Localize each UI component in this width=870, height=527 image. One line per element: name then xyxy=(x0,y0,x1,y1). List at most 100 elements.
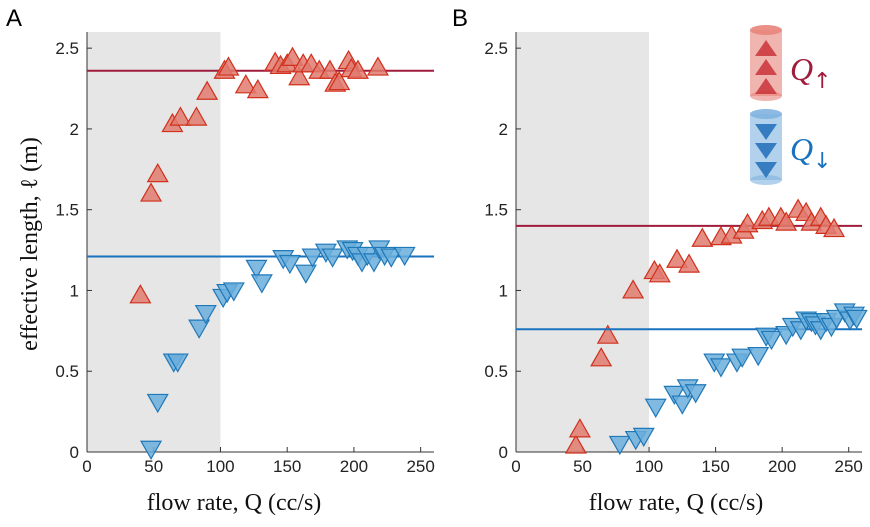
down-data-point xyxy=(731,348,754,368)
legend-up-label: Q↑ xyxy=(790,51,832,94)
up-data-point xyxy=(346,59,369,79)
down-data-point xyxy=(632,427,655,448)
y-tick-label: 0 xyxy=(499,443,508,462)
down-data-point xyxy=(222,282,245,302)
y-tick-label: 1.5 xyxy=(484,201,508,220)
up-data-point xyxy=(196,80,219,100)
x-tick-label: 50 xyxy=(573,457,592,476)
up-data-point xyxy=(328,70,351,91)
legend-down-q: Q xyxy=(790,131,813,167)
x-tick-label: 0 xyxy=(511,457,520,476)
y-tick-label: 0.5 xyxy=(484,362,508,381)
cylinder-cone xyxy=(755,59,777,75)
down-data-point xyxy=(321,248,344,268)
up-data-point xyxy=(677,253,701,273)
y-axis-label: effective length, ℓ (m) xyxy=(17,137,43,351)
down-data-point xyxy=(250,274,273,294)
y-tick-label: 1 xyxy=(70,281,79,300)
down-data-point xyxy=(393,246,416,267)
red-cylinder-icon xyxy=(750,25,782,101)
cylinder-cone xyxy=(755,162,777,178)
up-data-point xyxy=(366,56,389,76)
up-data-point xyxy=(775,211,798,231)
up-data-point xyxy=(736,213,759,233)
x-tick-label: 100 xyxy=(206,457,234,476)
x-tick-label: 150 xyxy=(273,457,301,476)
x-tick-label: 0 xyxy=(82,457,91,476)
up-data-point xyxy=(146,162,169,183)
down-data-point xyxy=(663,385,686,406)
y-tick-label: 1 xyxy=(499,281,508,300)
x-axis-label-a: flow rate, Q (cc/s) xyxy=(147,490,322,516)
x-tick-label: 200 xyxy=(340,457,368,476)
legend-down-arrow: ↓ xyxy=(813,149,831,174)
cylinder-top xyxy=(750,25,782,35)
y-tick-label: 1.5 xyxy=(55,201,79,220)
up-data-point xyxy=(823,217,846,238)
cylinder-cone xyxy=(755,143,777,159)
up-data-point xyxy=(622,279,645,299)
up-data-point xyxy=(246,78,269,99)
up-data-point xyxy=(596,324,619,344)
cylinder-bottom xyxy=(750,175,782,185)
up-data-point xyxy=(288,66,311,86)
legend-up-q: Q xyxy=(790,51,813,87)
x-tick-label: 100 xyxy=(635,457,663,476)
down-data-point xyxy=(644,398,667,418)
x-tick-label: 50 xyxy=(144,457,163,476)
y-tick-label: 2 xyxy=(499,120,508,139)
x-tick-label: 250 xyxy=(835,457,863,476)
down-data-point xyxy=(608,435,631,456)
down-data-point xyxy=(760,330,783,351)
legend: Q↑ Q↓ xyxy=(750,25,832,185)
down-data-point xyxy=(684,384,707,404)
down-data-point xyxy=(294,264,317,284)
up-data-point xyxy=(217,56,240,76)
y-tick-label: 0 xyxy=(70,443,79,462)
cylinder-top xyxy=(750,109,782,119)
down-data-point xyxy=(747,346,770,367)
x-tick-label: 200 xyxy=(768,457,796,476)
down-data-point xyxy=(278,254,301,275)
panel-label-a: A xyxy=(6,5,22,32)
down-data-point xyxy=(671,395,694,415)
x-axis-label-b: flow rate, Q (cc/s) xyxy=(589,490,764,516)
up-data-point xyxy=(568,418,591,438)
down-data-point xyxy=(245,259,268,280)
up-data-point xyxy=(691,227,714,247)
legend-up-arrow: ↑ xyxy=(813,69,831,94)
up-data-point xyxy=(648,263,671,283)
down-data-point xyxy=(166,353,189,373)
blue-cylinder-icon xyxy=(750,109,782,185)
cylinder-cone xyxy=(755,78,777,94)
down-data-point xyxy=(188,319,211,339)
y-tick-label: 2 xyxy=(70,120,79,139)
up-data-point xyxy=(281,46,304,66)
panel-a: 0 50 100 150 200 250 0 0.5 1 1.5 2 2.5 xyxy=(55,32,435,476)
down-data-point xyxy=(194,304,217,325)
up-data-point xyxy=(140,182,163,202)
cylinder-cone xyxy=(755,124,777,140)
up-data-point xyxy=(129,284,152,304)
up-data-point xyxy=(185,106,208,126)
down-data-point xyxy=(146,393,169,414)
up-data-point xyxy=(234,74,257,94)
up-data-point xyxy=(169,106,192,126)
panel-b: 0 50 100 150 200 250 0 0.5 1 1.5 2 2.5 xyxy=(484,32,868,476)
x-tick-label: 150 xyxy=(701,457,729,476)
down-data-point xyxy=(301,248,324,268)
shaded-region xyxy=(516,32,650,452)
up-data-point xyxy=(564,434,587,454)
x-tick-label: 250 xyxy=(406,457,434,476)
down-data-point xyxy=(845,309,868,330)
legend-down-label: Q↓ xyxy=(790,131,832,174)
down-data-point xyxy=(380,248,403,268)
y-tick-label: 2.5 xyxy=(55,39,79,58)
up-data-point xyxy=(590,347,613,367)
cylinder-cone xyxy=(755,40,777,56)
panel-label-b: B xyxy=(452,5,468,32)
y-tick-label: 2.5 xyxy=(484,39,508,58)
up-data-point xyxy=(665,248,689,268)
down-data-point xyxy=(140,440,163,460)
